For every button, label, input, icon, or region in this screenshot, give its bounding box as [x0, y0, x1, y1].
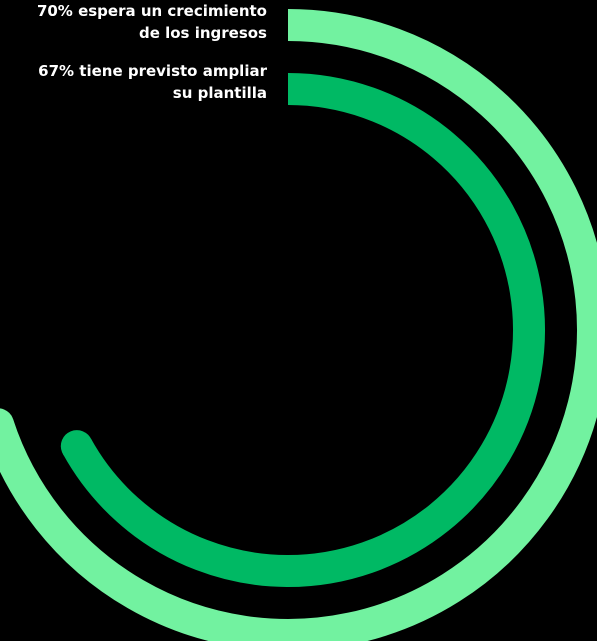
series-label-headcount-expansion: 67% tiene previsto ampliar su plantilla — [38, 62, 267, 102]
arc-headcount-expansion — [62, 73, 545, 587]
arc-revenue-growth — [0, 9, 597, 641]
arc-end-cap-1 — [60, 430, 93, 463]
arc-end-cap-0 — [0, 408, 14, 441]
series-label-revenue-growth: 70% espera un crecimiento de los ingreso… — [36, 2, 267, 42]
